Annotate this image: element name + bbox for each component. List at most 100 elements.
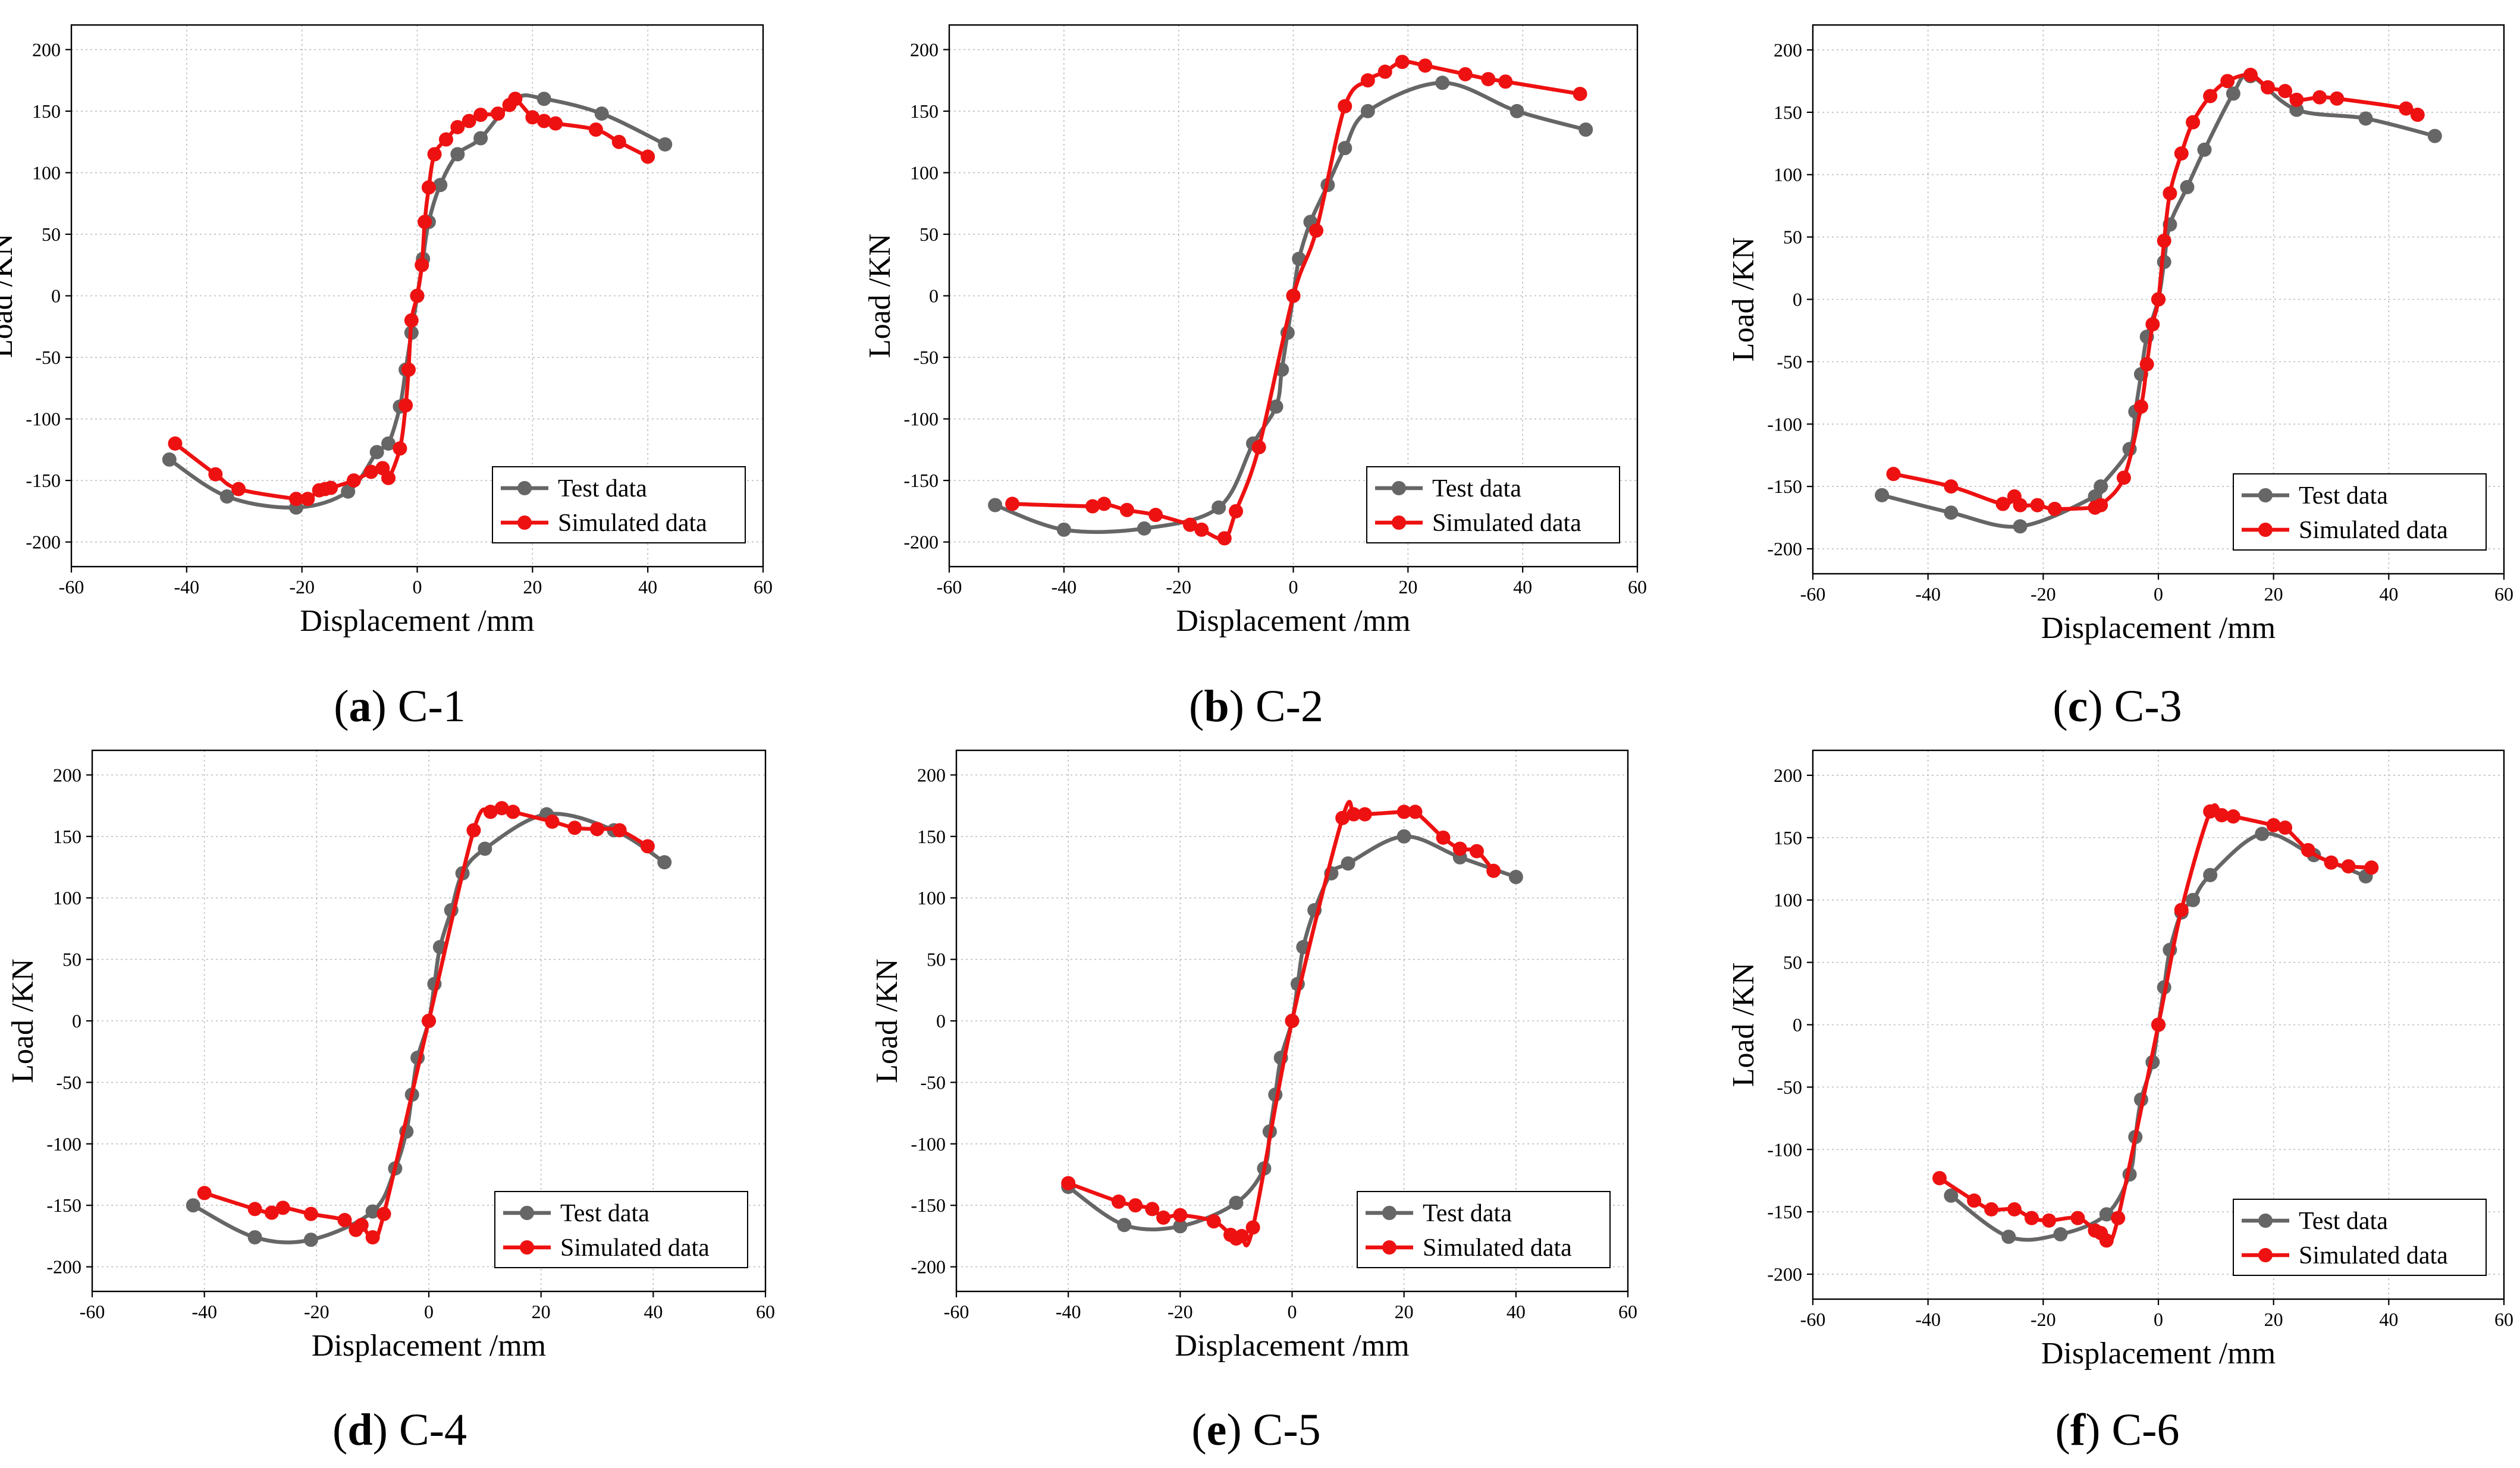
test-data-point: [369, 445, 384, 460]
test-data-point: [433, 178, 448, 193]
simulated-data-point: [1967, 1193, 1982, 1208]
simulated-data-point: [2024, 1211, 2039, 1225]
simulated-data-point: [365, 1230, 380, 1244]
y-tick-label: 100: [1774, 889, 1802, 911]
simulated-data-point: [545, 814, 560, 829]
y-axis-label: Load /KN: [6, 958, 40, 1083]
y-tick-label: -100: [1767, 1139, 1802, 1160]
test-data-point: [2203, 867, 2218, 882]
y-tick-label: -200: [46, 1256, 81, 1278]
legend: Test data Simulated data: [492, 466, 746, 543]
caption-specimen: C-3: [2114, 681, 2182, 731]
simulated-data-point: [2399, 101, 2414, 116]
simulated-data-point: [1469, 844, 1484, 859]
panel-caption: (d) C-4: [332, 1405, 467, 1455]
x-tick-label: -40: [1056, 1301, 1081, 1322]
y-tick-label: 150: [53, 826, 81, 847]
y-tick-label: 200: [53, 764, 81, 785]
simulated-data-point: [2099, 1233, 2114, 1248]
simulated-data-point: [197, 1186, 212, 1200]
simulated-data-point: [1452, 841, 1467, 856]
x-tick-label: 60: [754, 576, 773, 598]
legend: Test data Simulated data: [494, 1191, 748, 1268]
legend-simulated-label: Simulated data: [560, 1234, 710, 1262]
test-data-point: [1173, 1219, 1188, 1234]
simulated-data-point: [1128, 1198, 1143, 1213]
legend: Test data Simulated data: [1366, 466, 1620, 543]
test-data-point: [594, 106, 609, 121]
test-data-point: [1944, 505, 1959, 520]
simulated-data-point: [1357, 807, 1372, 822]
test-data-point: [1875, 488, 1890, 502]
y-tick-label: -150: [1767, 1201, 1802, 1222]
simulated-data-point: [588, 122, 603, 137]
x-axis-label: Displacement /mm: [300, 604, 534, 638]
simulated-data-point: [2047, 501, 2062, 516]
simulated-data-point: [2312, 90, 2327, 105]
legend-simulated-swatch-marker: [1392, 515, 1406, 530]
simulated-data-point: [2410, 108, 2425, 122]
simulated-data-point: [2214, 808, 2229, 823]
legend: Test data Simulated data: [2233, 1199, 2487, 1276]
legend-simulated-label: Simulated data: [1432, 510, 1581, 537]
x-tick-label: 40: [644, 1301, 663, 1322]
simulated-data-point: [300, 492, 315, 507]
y-tick-label: -150: [903, 470, 939, 491]
simulated-data-point: [337, 1213, 352, 1228]
y-tick-label: 100: [917, 887, 946, 909]
simulated-data-point: [421, 180, 436, 195]
simulated-data-point: [567, 821, 582, 835]
x-axis-label: Displacement /mm: [312, 1329, 546, 1363]
caption-letter: c: [2068, 681, 2088, 731]
simulated-data-point: [1061, 1176, 1076, 1190]
simulated-data-point: [1182, 517, 1197, 532]
simulated-data-point: [2266, 818, 2281, 832]
y-tick-label: 0: [929, 285, 939, 307]
x-tick-label: -40: [1915, 1309, 1941, 1330]
simulated-data-point: [1251, 440, 1266, 455]
test-data-point: [1292, 252, 1307, 266]
y-axis-label: Load /KN: [1727, 963, 1760, 1087]
panel-caption: (a) C-1: [334, 681, 466, 731]
legend: Test data Simulated data: [2233, 473, 2487, 551]
simulated-data-point: [1408, 804, 1423, 819]
simulated-data-point: [2151, 292, 2166, 307]
simulated-data-point: [494, 801, 509, 816]
y-tick-label: -100: [46, 1133, 81, 1155]
test-data-point: [1435, 76, 1450, 90]
legend-test-label: Test data: [1423, 1200, 1512, 1227]
caption-close-paren: ): [2085, 1405, 2111, 1455]
test-data-point: [2427, 128, 2442, 143]
y-tick-label: 0: [72, 1010, 81, 1032]
simulated-data-point: [466, 823, 481, 838]
simulated-data-point: [491, 106, 506, 121]
simulated-data-point: [168, 436, 183, 451]
test-data-point: [1578, 122, 1593, 137]
legend-test-swatch-marker: [1382, 1206, 1396, 1220]
y-tick-label: -50: [35, 347, 61, 368]
simulated-data-point: [1984, 1202, 1999, 1216]
simulated-data-point: [2030, 498, 2045, 513]
y-tick-label: 200: [917, 764, 946, 785]
simulated-data-point: [1245, 1220, 1260, 1235]
y-tick-label: -100: [903, 408, 939, 430]
y-tick-label: 0: [51, 285, 61, 307]
x-tick-label: -60: [59, 576, 84, 598]
test-data-point: [2186, 892, 2201, 907]
simulated-data-point: [2226, 809, 2240, 824]
simulated-data-point: [208, 467, 223, 482]
x-tick-label: 0: [424, 1301, 434, 1322]
simulated-data-point: [2203, 89, 2218, 103]
x-tick-label: -60: [937, 576, 962, 598]
legend-test-label: Test data: [558, 475, 647, 502]
y-tick-label: 50: [42, 224, 61, 245]
test-data-point: [2358, 111, 2373, 126]
simulated-data-point: [2278, 84, 2293, 99]
caption-specimen: C-2: [1256, 681, 1323, 731]
x-tick-label: 0: [1288, 1301, 1297, 1322]
x-tick-label: 60: [1618, 1301, 1637, 1322]
simulated-data-point: [1486, 863, 1501, 878]
panel-caption: (e) C-5: [1191, 1405, 1320, 1455]
simulated-data-point: [1346, 807, 1361, 822]
x-tick-label: 60: [2494, 583, 2513, 605]
